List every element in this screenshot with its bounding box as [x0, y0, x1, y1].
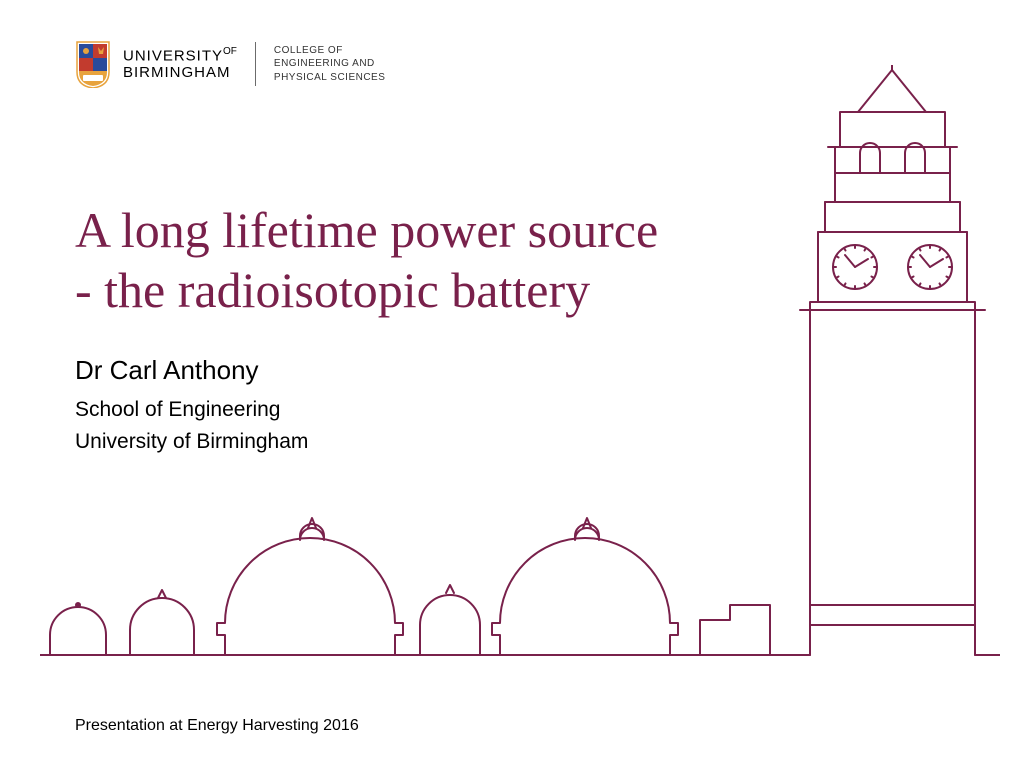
college-line2: ENGINEERING AND: [274, 57, 386, 71]
college-name: COLLEGE OF ENGINEERING AND PHYSICAL SCIE…: [274, 44, 386, 85]
affiliation-2: University of Birmingham: [75, 430, 308, 454]
university-name: UNIVERSITYOF BIRMINGHAM: [123, 47, 237, 81]
uni-line1: UNIVERSITY: [123, 47, 223, 64]
slide-title: A long lifetime power source - the radio…: [75, 200, 658, 320]
author-name: Dr Carl Anthony: [75, 355, 259, 386]
title-line2: - the radioisotopic battery: [75, 260, 658, 320]
uni-line2: BIRMINGHAM: [123, 65, 237, 81]
footer-text: Presentation at Energy Harvesting 2016: [75, 717, 359, 735]
logo-block: UNIVERSITYOF BIRMINGHAM COLLEGE OF ENGIN…: [75, 40, 385, 88]
college-line3: PHYSICAL SCIENCES: [274, 71, 386, 85]
college-line1: COLLEGE OF: [274, 44, 386, 58]
crest-icon: [75, 40, 111, 88]
affiliation-1: School of Engineering: [75, 398, 280, 422]
title-line1: A long lifetime power source: [75, 200, 658, 260]
uni-of: OF: [223, 46, 237, 57]
logo-divider: [255, 42, 256, 86]
